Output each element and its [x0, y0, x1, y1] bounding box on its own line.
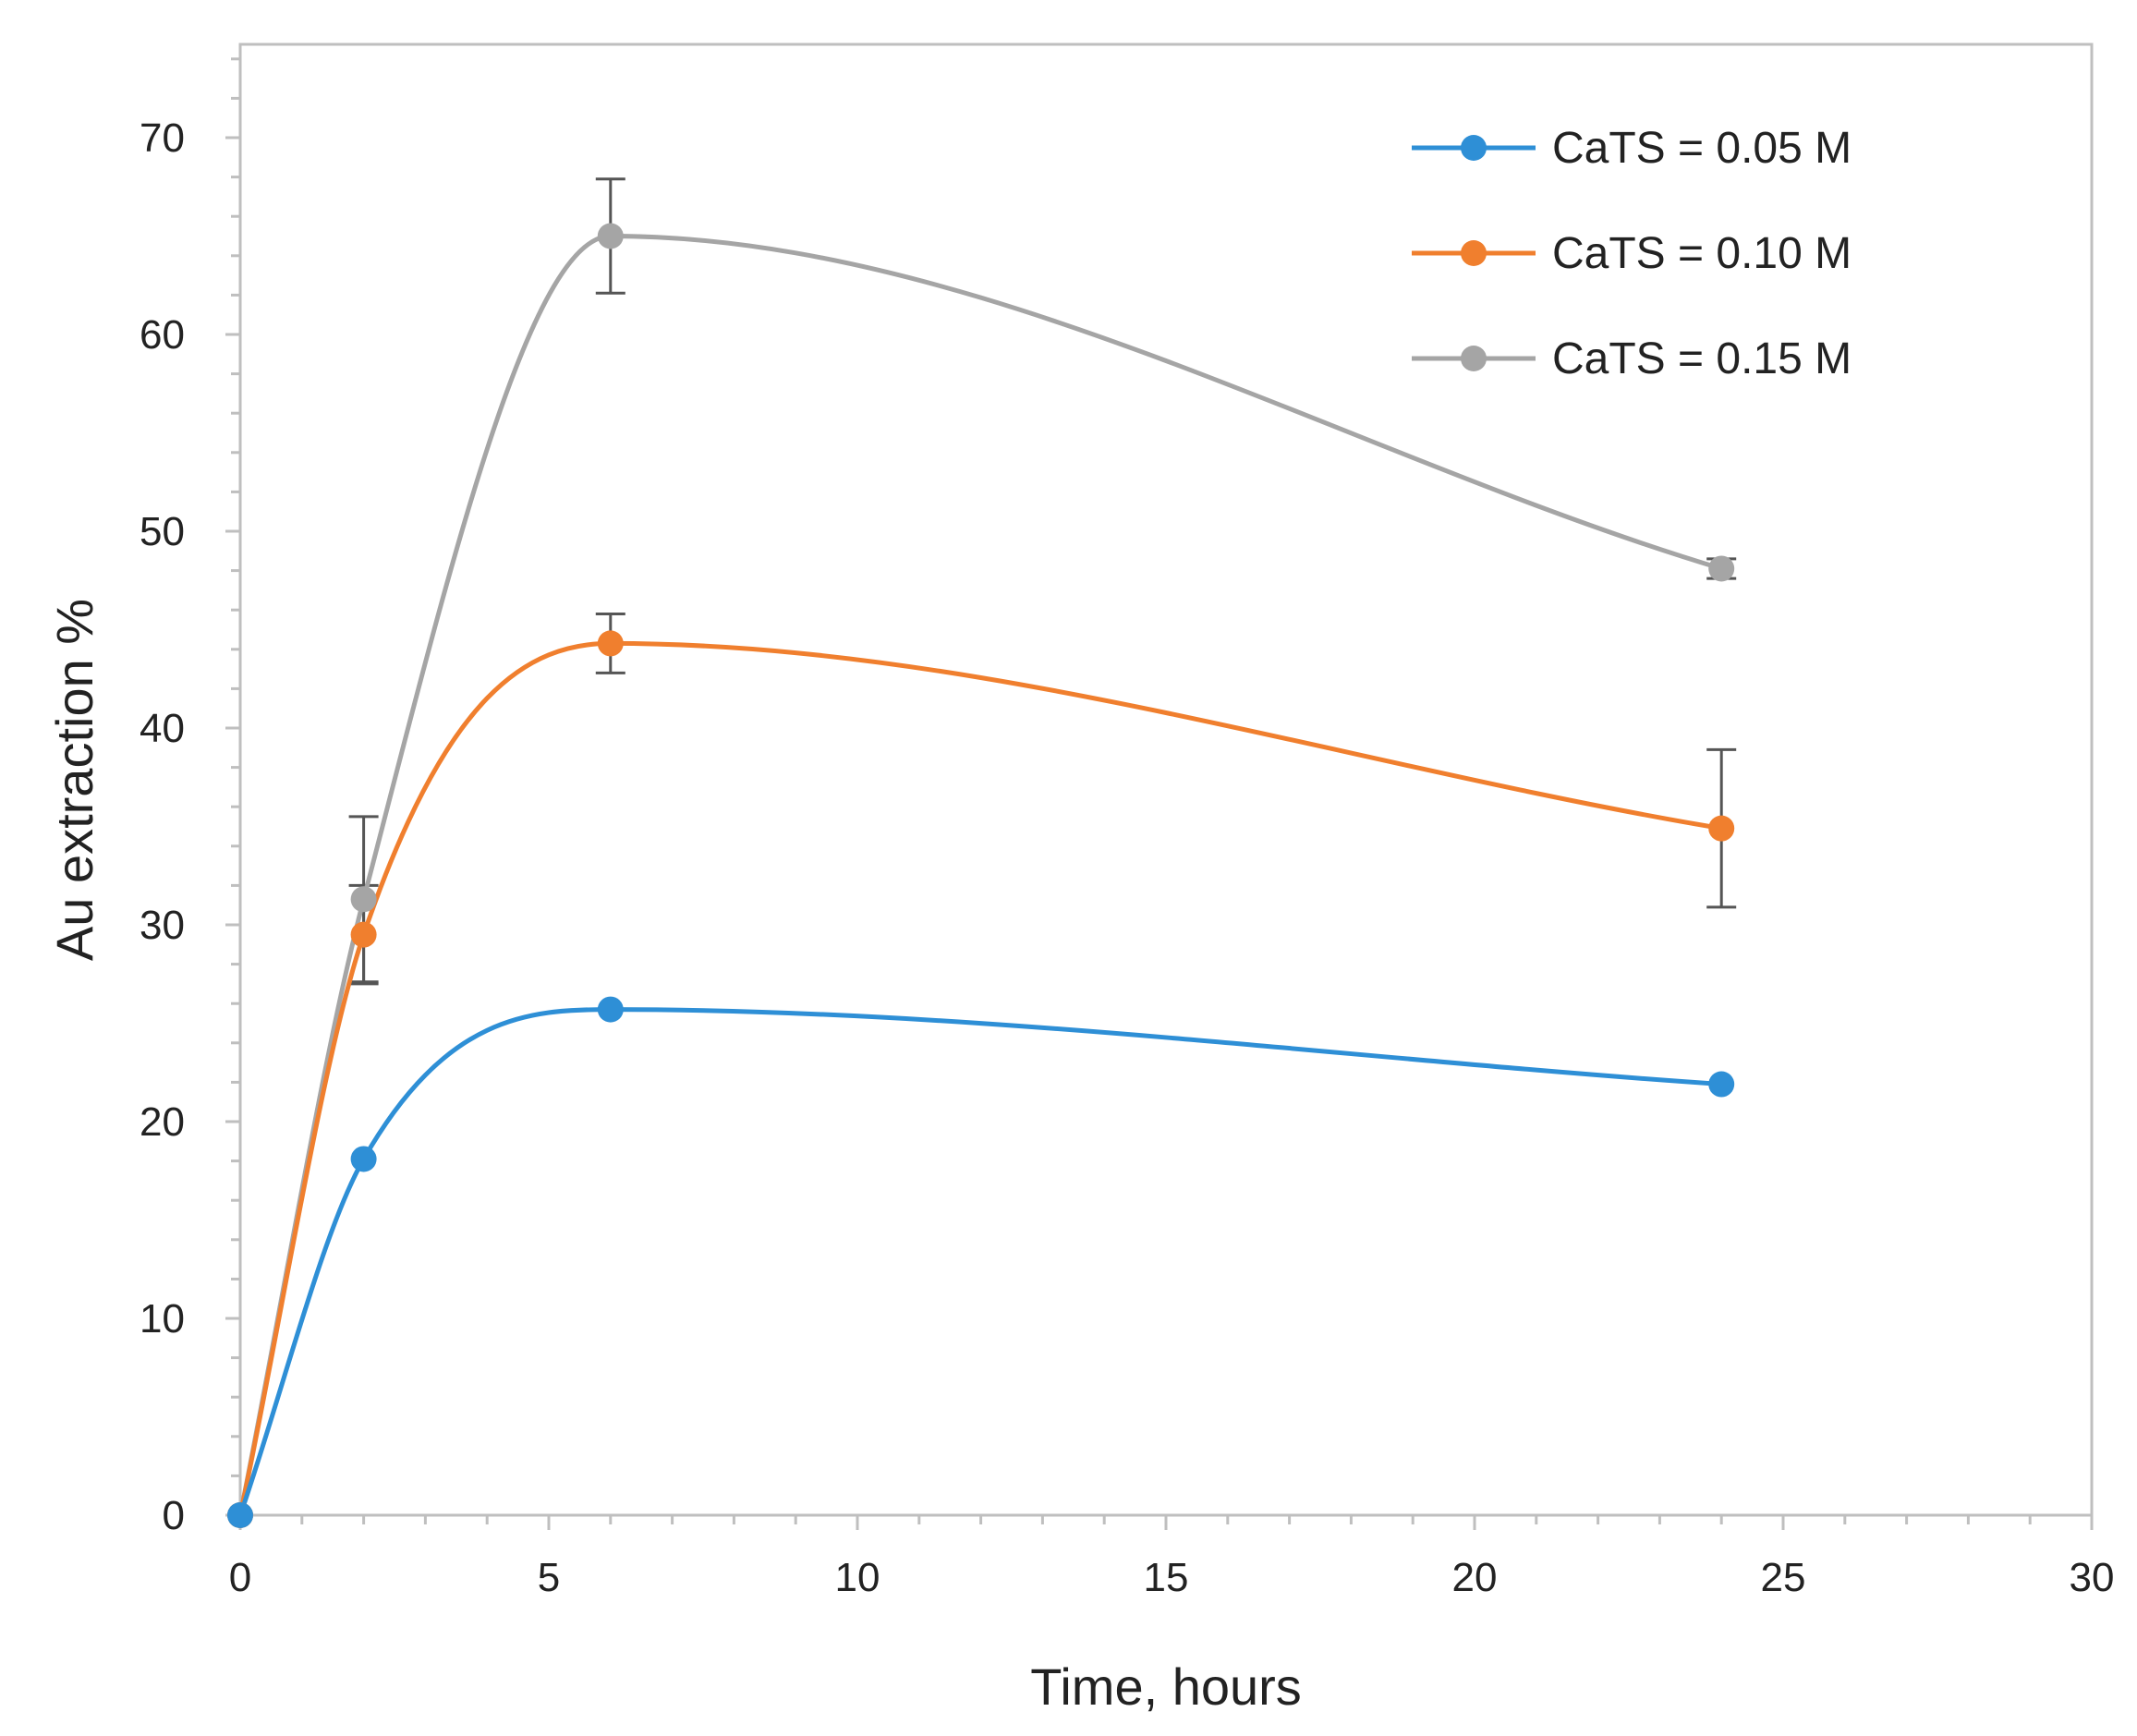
y-tick-label: 70: [140, 115, 185, 161]
legend: CaTS = 0.05 M CaTS = 0.10 M CaTS = 0.15 M: [1412, 124, 1852, 383]
legend-label: CaTS = 0.15 M: [1552, 334, 1852, 383]
y-tick-label: 10: [140, 1296, 185, 1341]
series-line: [237, 640, 1724, 1518]
series-lines: [237, 233, 1724, 1518]
series-line: [237, 1007, 1724, 1518]
x-tick-label: 5: [538, 1555, 560, 1600]
minor-ticks: [225, 57, 2094, 1530]
legend-marker: [1461, 346, 1487, 371]
legend-label: CaTS = 0.10 M: [1552, 229, 1852, 278]
markers: [227, 223, 1735, 1528]
tick-labels: 0 5 10 15 20 25 30 0 10 20 30 40 50 60 70: [140, 115, 2114, 1600]
data-point: [597, 996, 624, 1023]
legend-marker: [1461, 135, 1487, 161]
data-point: [597, 630, 624, 657]
data-point: [227, 1502, 253, 1528]
x-tick-label: 0: [229, 1555, 251, 1600]
data-point: [1708, 815, 1735, 842]
x-tick-label: 20: [1452, 1555, 1498, 1600]
data-point: [350, 1146, 377, 1172]
x-tick-label: 10: [835, 1555, 880, 1600]
legend-label: CaTS = 0.05 M: [1552, 124, 1852, 173]
data-point: [1708, 1071, 1735, 1098]
series-line: [237, 233, 1724, 1518]
data-point: [350, 886, 377, 913]
data-point: [350, 921, 377, 948]
y-tick-label: 0: [163, 1493, 185, 1538]
x-tick-label: 25: [1761, 1555, 1806, 1600]
y-tick-label: 50: [140, 509, 185, 554]
y-axis-title: Au extraction %: [45, 599, 103, 961]
y-tick-label: 40: [140, 706, 185, 751]
x-tick-label: 30: [2070, 1555, 2115, 1600]
legend-marker: [1461, 240, 1487, 266]
y-tick-label: 60: [140, 312, 185, 358]
data-point: [597, 223, 624, 249]
x-tick-label: 15: [1144, 1555, 1189, 1600]
data-point: [1708, 555, 1735, 582]
x-axis-title: Time, hours: [1030, 1657, 1302, 1716]
y-tick-label: 20: [140, 1099, 185, 1145]
y-tick-label: 30: [140, 903, 185, 948]
error-bars: [348, 177, 1737, 986]
